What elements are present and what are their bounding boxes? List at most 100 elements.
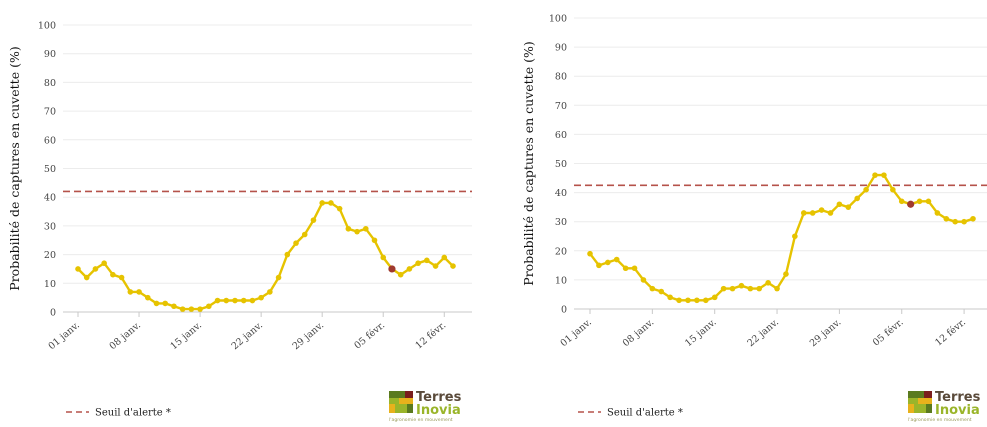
data-point — [765, 280, 771, 286]
legend-label: Seuil d'alerte * — [607, 408, 683, 419]
logo-text: Inovia — [416, 403, 461, 418]
data-point — [284, 251, 291, 258]
data-point — [397, 271, 404, 278]
logo-block — [405, 391, 413, 398]
legend-label: Seuil d'alerte * — [95, 408, 171, 419]
data-point — [267, 289, 273, 295]
y-tick-label: 60 — [555, 130, 567, 141]
y-tick-label: 70 — [555, 101, 567, 112]
y-tick-label: 10 — [555, 275, 567, 286]
data-point — [301, 231, 308, 238]
y-tick-label: 80 — [44, 78, 56, 89]
data-point — [101, 260, 107, 267]
current-point — [907, 200, 915, 208]
data-point — [153, 300, 160, 307]
data-point — [970, 215, 976, 222]
data-point — [441, 254, 448, 261]
data-point — [118, 274, 125, 281]
data-point — [371, 237, 378, 244]
x-tick-label: 15 janv. — [169, 320, 204, 352]
x-tick-label: 22 janv. — [745, 317, 780, 349]
series-line — [589, 173, 974, 302]
data-point — [792, 233, 798, 240]
y-axis-label: Probabilité de captures en cuvette (%) — [521, 41, 536, 285]
y-tick-label: 90 — [555, 43, 567, 54]
data-point — [667, 294, 673, 301]
data-point — [380, 254, 387, 261]
data-point — [836, 201, 843, 208]
data-point — [711, 294, 718, 301]
data-point — [658, 288, 665, 295]
y-tick-label: 50 — [44, 164, 56, 175]
data-point — [293, 240, 299, 246]
logo-block — [389, 404, 395, 413]
y-tick-label: 20 — [555, 246, 567, 257]
data-point — [258, 294, 264, 301]
logo-block — [399, 398, 413, 404]
y-tick-label: 90 — [44, 49, 56, 60]
logo-block — [918, 398, 932, 404]
data-point — [83, 274, 90, 281]
logo-block — [924, 391, 932, 398]
data-point — [275, 274, 282, 281]
logo-text: Inovia — [935, 403, 980, 418]
data-point — [110, 271, 116, 278]
chart-2: 0 10 20 30 40 50 60 70 80 90 100 Probabilité de cap… — [521, 14, 987, 423]
data-point — [613, 256, 620, 263]
data-point — [916, 198, 923, 205]
x-tick-label: 29 janv. — [291, 320, 326, 352]
y-tick-label: 40 — [555, 188, 567, 199]
data-point — [92, 266, 99, 272]
data-point — [232, 297, 238, 304]
y-tick-label: 40 — [44, 193, 56, 204]
data-point — [328, 200, 334, 206]
data-point — [676, 297, 682, 304]
x-tick-label: 12 févr. — [933, 317, 968, 349]
data-point — [197, 306, 203, 312]
data-point — [738, 282, 745, 289]
logo-block — [908, 398, 918, 404]
data-point — [800, 210, 807, 216]
data-point — [854, 195, 861, 202]
logo-tagline: l'agronomie en mouvement — [389, 417, 453, 423]
data-point — [774, 285, 780, 292]
data-point — [362, 225, 369, 232]
data-point — [240, 297, 247, 304]
data-point — [136, 289, 142, 295]
data-point — [179, 306, 186, 312]
data-point — [720, 285, 727, 292]
chart-1: 0 10 20 30 40 50 60 70 80 90 100 Probabilité de cap… — [7, 21, 472, 423]
logo-text: Terres — [935, 390, 981, 405]
logo-tagline: l'agronomie en mouvement — [908, 417, 972, 423]
data-point — [845, 204, 852, 210]
y-tick-label: 100 — [38, 21, 56, 32]
x-tick-label: 15 janv. — [683, 317, 718, 349]
data-point — [863, 186, 869, 193]
data-point — [596, 262, 602, 269]
current-point — [388, 265, 396, 273]
data-point — [934, 210, 941, 216]
data-point — [144, 294, 151, 301]
y-tick-label: 60 — [44, 135, 56, 146]
data-point — [171, 303, 177, 310]
x-tick-label: 08 janv. — [107, 320, 142, 352]
y-tick-label: 0 — [50, 308, 56, 319]
data-point — [631, 265, 638, 272]
logo-block — [908, 404, 914, 413]
y-tick-label: 80 — [555, 72, 567, 83]
data-point — [345, 225, 352, 232]
data-point — [943, 215, 950, 222]
y-tick-label: 100 — [549, 14, 567, 25]
x-tick-label: 29 janv. — [808, 317, 843, 349]
data-point — [961, 218, 967, 225]
data-point — [75, 266, 81, 272]
x-tick-label: 12 févr. — [413, 320, 448, 352]
data-point — [605, 259, 611, 266]
data-point — [249, 297, 256, 304]
x-tick-label: 08 janv. — [621, 317, 656, 349]
data-point — [783, 271, 789, 277]
data-point — [319, 200, 325, 206]
y-tick-label: 20 — [44, 250, 56, 261]
data-point — [925, 198, 932, 205]
